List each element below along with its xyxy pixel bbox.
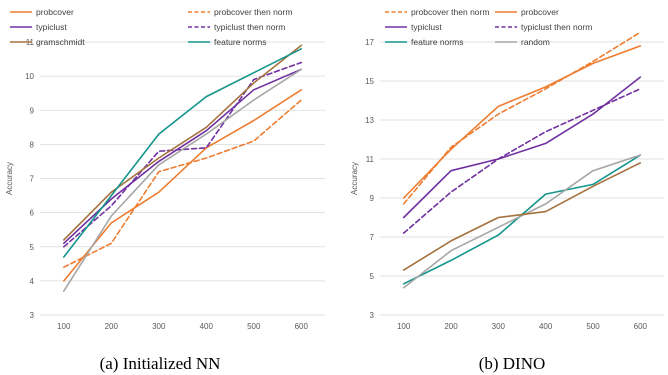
y-tick-label: 15 <box>365 77 374 86</box>
y-tick-label: 6 <box>30 209 35 218</box>
chart-a: 34567891011100200300400500600Accuracypro… <box>5 7 325 373</box>
x-tick-label: 500 <box>586 322 600 331</box>
chart-caption: (b) DINO <box>479 354 546 373</box>
y-tick-label: 17 <box>365 38 374 47</box>
legend-label: feature norms <box>214 37 266 47</box>
legend-label: random <box>521 37 550 47</box>
legend-label: probcover then norm <box>214 7 292 17</box>
y-tick-label: 4 <box>30 277 35 286</box>
series-line-probcover <box>402 45 642 199</box>
legend-label: typiclust <box>411 22 442 32</box>
legend-label: typiclust then norm <box>521 22 592 32</box>
series-line-typiclust <box>402 76 642 219</box>
y-tick-label: 8 <box>30 140 35 149</box>
x-tick-label: 300 <box>152 322 166 331</box>
legend-label: probcover <box>36 7 74 17</box>
series-line-unlabeled <box>62 68 303 292</box>
y-tick-label: 5 <box>370 272 375 281</box>
series-line-feature-norms <box>402 154 642 285</box>
x-tick-label: 400 <box>200 322 214 331</box>
legend-label: probcover then norm <box>411 7 489 17</box>
series-line-probcover-then-norm <box>402 31 642 205</box>
series-line-feature-norms <box>62 47 303 258</box>
y-tick-label: 13 <box>365 116 374 125</box>
y-tick-label: 3 <box>370 311 375 320</box>
series-line-typiclust-then-norm <box>62 61 303 248</box>
y-tick-label: 5 <box>30 243 35 252</box>
y-axis-label: Accuracy <box>350 162 359 195</box>
series-line-random <box>402 154 642 289</box>
x-tick-label: 600 <box>634 322 648 331</box>
series-line-unlabeled <box>402 162 642 271</box>
chart-caption: (a) Initialized NN <box>100 354 221 373</box>
y-tick-label: 9 <box>30 106 35 115</box>
x-tick-label: 400 <box>539 322 553 331</box>
legend-label: feature norms <box>411 37 463 47</box>
y-tick-label: 7 <box>30 175 35 184</box>
y-tick-label: 10 <box>25 72 34 81</box>
legend-label: typiclust <box>36 22 67 32</box>
x-tick-label: 300 <box>492 322 506 331</box>
y-tick-label: 3 <box>30 311 35 320</box>
series-line-probcover-then-norm <box>62 99 303 269</box>
x-tick-label: 500 <box>247 322 261 331</box>
legend-label: probcover <box>521 7 559 17</box>
x-tick-label: 100 <box>397 322 411 331</box>
series-line-typiclust <box>62 68 303 245</box>
x-tick-label: 200 <box>444 322 458 331</box>
legend-label: gramschmidt <box>36 37 85 47</box>
y-tick-label: 7 <box>370 233 375 242</box>
x-tick-label: 200 <box>105 322 119 331</box>
series-line-typiclust-then-norm <box>402 88 642 234</box>
x-tick-label: 600 <box>295 322 309 331</box>
y-tick-label: 11 <box>366 155 375 164</box>
legend-label: typiclust then norm <box>214 22 285 32</box>
chart-b: 3 5 7 9 11 13 15 17 100 200 300 400 500 600 Accuracy pr… <box>350 7 664 373</box>
y-axis-label: Accuracy <box>5 162 14 195</box>
series-line-gramschmidt <box>62 44 303 241</box>
series-line-probcover <box>62 89 303 282</box>
x-tick-label: 100 <box>57 322 71 331</box>
y-tick-label: 9 <box>370 194 375 203</box>
